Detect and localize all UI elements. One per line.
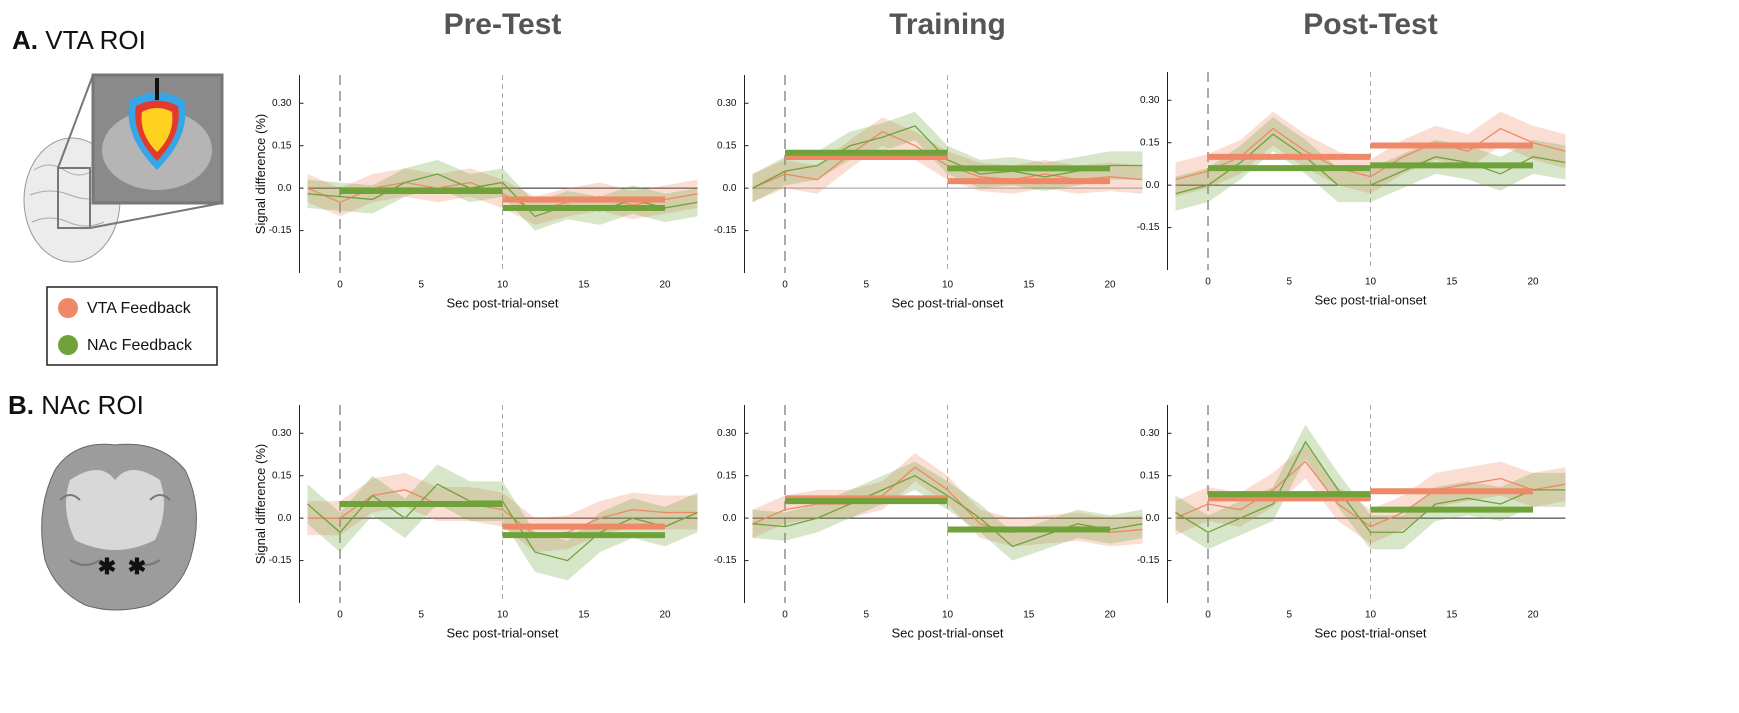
y-tick-label: 0.0 (278, 513, 292, 524)
x-tick-label: 10 (1365, 277, 1377, 288)
x-tick-label: 15 (1446, 277, 1458, 288)
row-label: A. VTA ROI (12, 25, 146, 55)
y-tick-label: 0.15 (1140, 137, 1160, 148)
x-tick-label: 10 (497, 610, 509, 621)
chart: Signal difference (%) Sec post-trial-onse… (253, 405, 698, 640)
x-tick-label: 5 (1286, 277, 1292, 288)
x-tick-label: 10 (942, 610, 954, 621)
row-name: VTA ROI (45, 25, 146, 55)
x-tick-label: 0 (337, 610, 343, 621)
row-name: NAc ROI (41, 390, 144, 420)
x-axis-label: Sec post-trial-onset (892, 625, 1004, 640)
y-tick-label: -0.15 (269, 555, 292, 566)
y-tick-label: 0.15 (1140, 470, 1160, 481)
y-axis-label: Signal difference (%) (253, 114, 268, 234)
y-tick-label: 0.30 (1140, 428, 1160, 439)
x-tick-label: 0 (337, 280, 343, 291)
chart-title: Post-Test (1303, 8, 1437, 41)
x-tick-label: 0 (1205, 610, 1211, 621)
x-tick-label: 20 (1104, 610, 1116, 621)
x-tick-label: 15 (1446, 610, 1458, 621)
y-tick-label: 0.0 (723, 183, 737, 194)
chart: Sec post-trial-onset 0.30 0.15 0.0 -0.15 0 5 10… (714, 405, 1143, 640)
y-tick-label: 0.30 (272, 428, 292, 439)
y-axis-label: Signal difference (%) (253, 444, 268, 564)
x-tick-label: 10 (1365, 610, 1377, 621)
x-tick-label: 10 (497, 280, 509, 291)
ventricle (155, 78, 159, 100)
row-letter: A. (12, 25, 38, 55)
legend: VTA Feedback NAc Feedback (47, 287, 217, 365)
y-tick-label: 0.30 (272, 98, 292, 109)
x-tick-label: 20 (659, 280, 671, 291)
vta-illustration (24, 75, 222, 262)
page: A. VTA ROI B. NAc ROI VTA Feedback NAc F… (0, 0, 1739, 713)
figure: A. VTA ROI B. NAc ROI VTA Feedback NAc F… (0, 0, 1739, 713)
legend-swatch (58, 335, 78, 355)
chart: Post-Test Sec post-trial-onset 0.30 0.15 0.0… (1137, 8, 1566, 308)
y-tick-label: 0.30 (717, 428, 737, 439)
y-tick-label: -0.15 (1137, 222, 1160, 233)
x-tick-label: 5 (1286, 610, 1292, 621)
y-tick-label: 0.30 (717, 98, 737, 109)
chart: Training Sec post-trial-onset 0.30 0.15 0.0 -… (714, 8, 1143, 311)
x-axis-label: Sec post-trial-onset (1315, 292, 1427, 307)
y-tick-label: -0.15 (1137, 555, 1160, 566)
legend-label: NAc Feedback (87, 337, 193, 354)
row-letter: B. (8, 390, 34, 420)
x-axis-label: Sec post-trial-onset (447, 625, 559, 640)
x-tick-label: 5 (418, 610, 424, 621)
chart: Pre-Test Signal difference (%) Sec post-tr… (253, 8, 698, 311)
y-tick-label: -0.15 (714, 225, 737, 236)
y-tick-label: 0.15 (717, 140, 737, 151)
y-tick-label: 0.0 (1146, 513, 1160, 524)
x-axis-label: Sec post-trial-onset (447, 295, 559, 310)
y-tick-label: 0.30 (1140, 95, 1160, 106)
y-tick-label: 0.0 (278, 183, 292, 194)
y-tick-label: 0.0 (1146, 180, 1160, 191)
x-tick-label: 15 (1023, 280, 1035, 291)
x-tick-label: 20 (1527, 277, 1539, 288)
x-tick-label: 15 (1023, 610, 1035, 621)
x-tick-label: 15 (578, 280, 590, 291)
row-label: B. NAc ROI (8, 390, 144, 420)
y-tick-label: -0.15 (714, 555, 737, 566)
x-tick-label: 20 (1104, 280, 1116, 291)
x-tick-label: 5 (863, 280, 869, 291)
nac-illustration: ✱ ✱ (42, 444, 197, 610)
chart-title: Pre-Test (444, 8, 562, 41)
y-tick-label: -0.15 (269, 225, 292, 236)
x-tick-label: 15 (578, 610, 590, 621)
roi-marker: ✱ (128, 554, 146, 579)
x-tick-label: 10 (942, 280, 954, 291)
x-axis-label: Sec post-trial-onset (892, 295, 1004, 310)
y-tick-label: 0.15 (272, 140, 292, 151)
x-tick-label: 5 (863, 610, 869, 621)
x-tick-label: 0 (782, 280, 788, 291)
x-axis-label: Sec post-trial-onset (1315, 625, 1427, 640)
white-matter (66, 470, 164, 550)
legend-label: VTA Feedback (87, 300, 192, 317)
x-tick-label: 0 (1205, 277, 1211, 288)
x-tick-label: 5 (418, 280, 424, 291)
x-tick-label: 20 (659, 610, 671, 621)
y-tick-label: 0.0 (723, 513, 737, 524)
legend-swatch (58, 298, 78, 318)
y-tick-label: 0.15 (717, 470, 737, 481)
x-tick-label: 20 (1527, 610, 1539, 621)
y-tick-label: 0.15 (272, 470, 292, 481)
roi-marker: ✱ (98, 554, 116, 579)
chart: Sec post-trial-onset 0.30 0.15 0.0 -0.15 0 5 10… (1137, 405, 1566, 640)
x-tick-label: 0 (782, 610, 788, 621)
chart-title: Training (889, 8, 1006, 41)
